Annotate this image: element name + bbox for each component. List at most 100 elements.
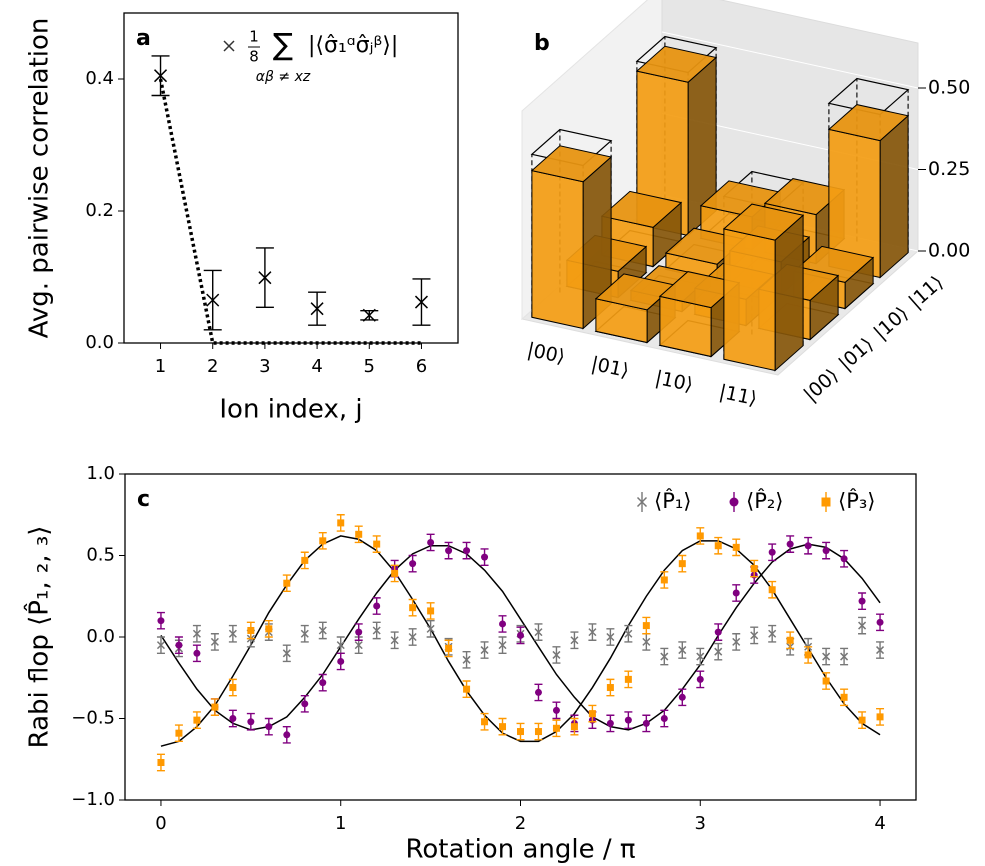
marker (821, 497, 831, 507)
marker (354, 641, 363, 650)
marker (822, 547, 830, 555)
col-label: |11⟩ (905, 271, 948, 313)
bar-front (531, 169, 584, 330)
z-tick-label: 0.25 (928, 158, 970, 180)
annotation-sum: ∑ (273, 28, 293, 63)
marker (373, 540, 381, 548)
marker (192, 629, 201, 638)
marker (552, 724, 560, 732)
marker (481, 718, 489, 726)
panel-label: a (136, 26, 151, 51)
marker (390, 636, 399, 645)
col-label: |00⟩ (800, 364, 843, 406)
marker (247, 718, 255, 726)
marker (570, 723, 578, 731)
marker (588, 628, 597, 637)
marker (193, 716, 201, 724)
marker (499, 620, 507, 628)
marker (858, 716, 866, 724)
marker (337, 657, 345, 665)
marker (282, 649, 291, 658)
marker (534, 628, 543, 637)
y-tick-label: 0.5 (86, 545, 115, 566)
marker (786, 540, 794, 548)
marker (156, 641, 165, 650)
y-axis-label: Rabi flop ⟨P̂₁, ₂, ₃⟩ (23, 526, 55, 749)
marker (588, 710, 596, 718)
marker (750, 631, 759, 640)
y-tick-label: 0.0 (86, 626, 115, 647)
marker (372, 626, 381, 635)
marker (714, 628, 722, 636)
marker (660, 652, 669, 661)
marker (660, 715, 668, 722)
marker (409, 604, 417, 612)
marker (373, 602, 381, 610)
row-label: |10⟩ (653, 367, 695, 396)
x-tick-label: 6 (416, 356, 427, 377)
marker (732, 543, 740, 551)
marker (265, 625, 273, 633)
x-axis-label: Rotation angle / π (405, 835, 635, 865)
marker (570, 636, 579, 645)
bar-top (635, 45, 718, 83)
marker (301, 700, 309, 708)
marker (750, 565, 758, 573)
marker (804, 651, 812, 659)
annotation-num: 1 (249, 28, 259, 46)
marker (427, 538, 435, 546)
marker (247, 626, 255, 634)
bar-side (879, 114, 909, 279)
col-label: |01⟩ (835, 333, 878, 375)
marker (517, 728, 524, 736)
marker (499, 723, 507, 731)
marker (840, 652, 849, 661)
marker (445, 644, 453, 652)
marker (355, 530, 363, 538)
marker (696, 652, 705, 661)
x-tick-label: 3 (259, 356, 270, 377)
y-tick-label: 0.2 (85, 200, 114, 221)
marker (696, 675, 704, 683)
y-axis-label: Avg. pairwise correlation (25, 18, 55, 339)
marker (229, 684, 237, 692)
x-axis-label: Ion index, j (219, 395, 362, 425)
marker (804, 542, 812, 550)
marker (445, 547, 453, 555)
marker (729, 497, 739, 507)
x-tick-label: 1 (155, 356, 166, 377)
marker (660, 576, 668, 584)
marker (714, 542, 722, 550)
row-label: |00⟩ (525, 339, 567, 368)
marker (157, 617, 165, 625)
marker (391, 569, 399, 577)
marker (876, 618, 884, 626)
marker (624, 675, 632, 683)
marker (858, 621, 867, 630)
annotation-den: 8 (249, 48, 259, 66)
marker (534, 688, 542, 696)
legend-label: ⟨P̂₃⟩ (838, 488, 875, 513)
marker (678, 560, 686, 568)
marker (157, 759, 165, 767)
bar-top (722, 203, 805, 241)
x-tick-label: 2 (515, 813, 526, 834)
marker (175, 729, 183, 737)
marker (283, 731, 291, 739)
marker (318, 626, 327, 635)
marker (206, 293, 220, 307)
marker (517, 631, 524, 639)
marker (409, 560, 417, 568)
bar-top (530, 145, 613, 183)
marker (552, 706, 560, 714)
marker (355, 628, 363, 636)
panel-label: b (534, 31, 550, 56)
plot-frame (123, 12, 459, 344)
marker (193, 649, 201, 657)
marker (642, 637, 651, 646)
x-tick-label: 0 (155, 813, 166, 834)
marker (481, 553, 489, 561)
marker (876, 713, 884, 721)
bar-top (827, 104, 910, 142)
